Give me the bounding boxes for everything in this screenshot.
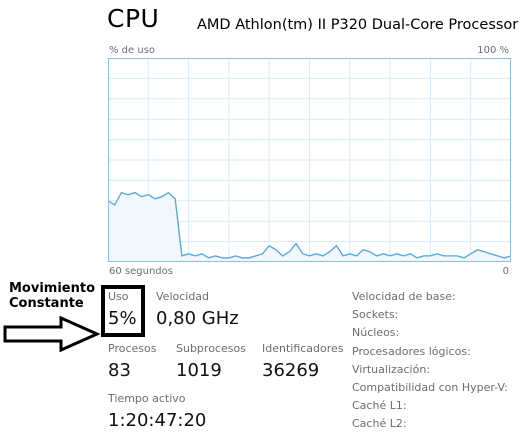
- chart-border: [108, 58, 511, 262]
- subprocesos-label: Subprocesos: [176, 342, 246, 355]
- procesos-value: 83: [108, 360, 131, 381]
- cpu-usage-chart: [108, 58, 511, 262]
- velocidad-value: 0,80 GHz: [156, 308, 239, 329]
- spec-cache-l2: Caché L2:: [352, 417, 407, 430]
- identificadores-value: 36269: [262, 360, 320, 381]
- annotation-line-1: Movimiento: [9, 281, 96, 296]
- tiempo-activo-label: Tiempo activo: [108, 392, 186, 405]
- chart-y-max-label: 100 %: [477, 45, 509, 56]
- spec-nucleos: Núcleos:: [352, 326, 400, 339]
- spec-cache-l1: Caché L1:: [352, 399, 407, 412]
- spec-virtualizacion: Virtualización:: [352, 363, 431, 376]
- right-arrow-icon: [3, 316, 101, 352]
- uso-label: Uso: [108, 290, 129, 303]
- chart-x-right-label: 0: [502, 266, 509, 277]
- spec-procesadores-logicos: Procesadores lógicos:: [352, 345, 471, 358]
- chart-x-left-label: 60 segundos: [109, 266, 173, 277]
- chart-area-fill: [108, 192, 511, 262]
- tiempo-activo-value: 1:20:47:20: [108, 410, 207, 431]
- spec-sockets: Sockets:: [352, 308, 399, 321]
- chart-y-label: % de uso: [109, 45, 156, 56]
- spec-hyper-v: Compatibilidad con Hyper-V:: [352, 381, 508, 394]
- highlight-box: [101, 285, 145, 337]
- velocidad-label: Velocidad: [156, 290, 210, 303]
- annotation-text: Movimiento Constante: [9, 281, 95, 311]
- identificadores-label: Identificadores: [262, 342, 344, 355]
- spec-velocidad-base: Velocidad de base:: [352, 290, 456, 303]
- subprocesos-value: 1019: [176, 360, 222, 381]
- uso-value: 5%: [108, 308, 137, 329]
- annotation-line-2: Constante: [9, 296, 84, 311]
- procesos-label: Procesos: [108, 342, 157, 355]
- processor-name: AMD Athlon(tm) II P320 Dual-Core Process…: [197, 17, 519, 33]
- page-title: CPU: [107, 4, 160, 33]
